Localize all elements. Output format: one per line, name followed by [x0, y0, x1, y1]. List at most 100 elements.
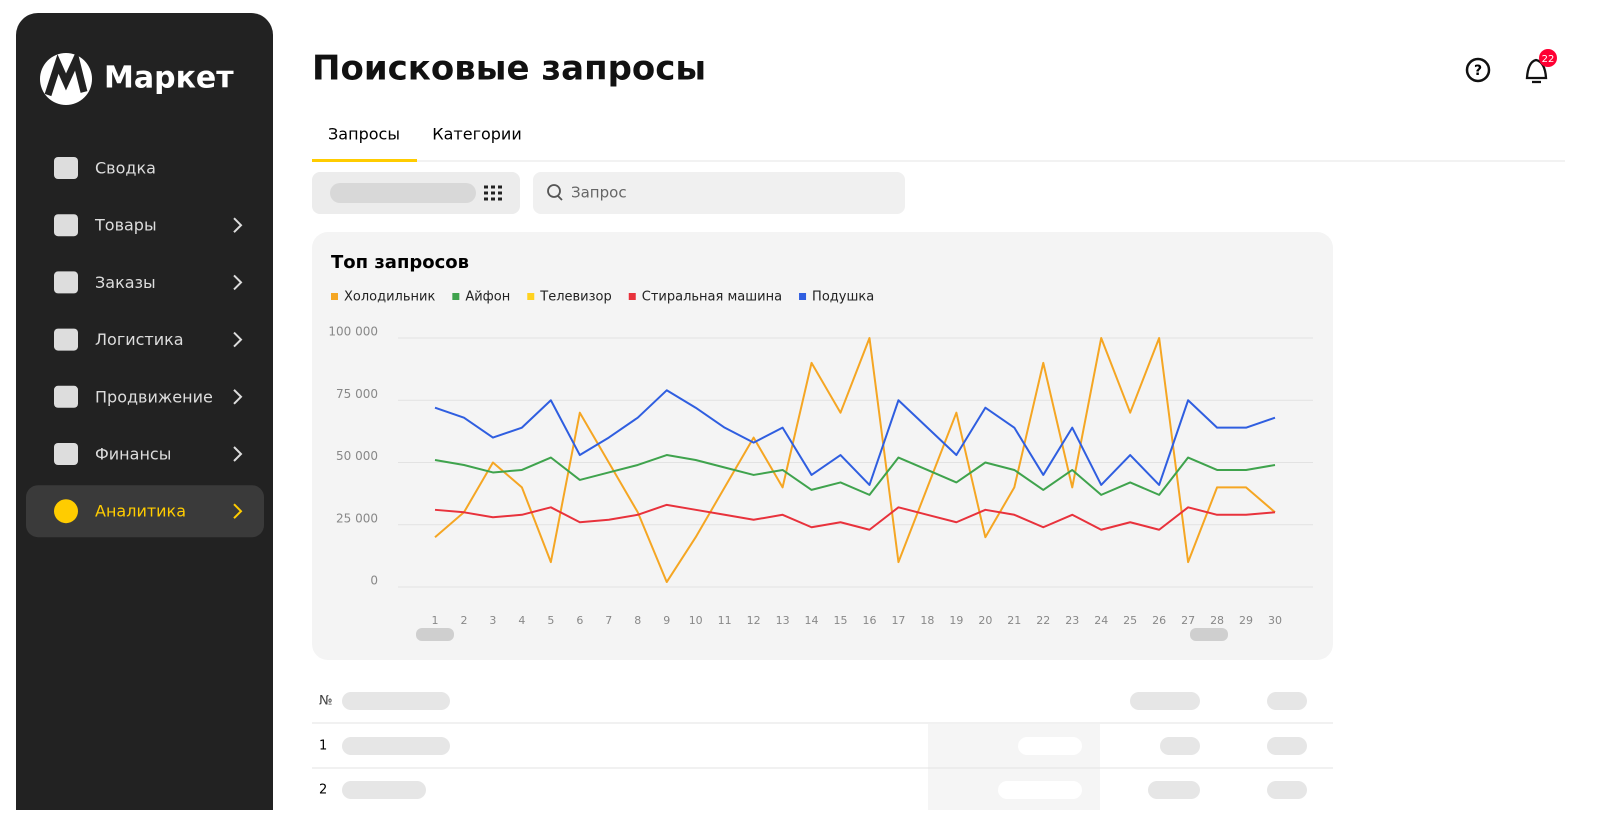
legend-label: Стиральная машина: [642, 290, 782, 305]
x-tick-label: 26: [1152, 614, 1166, 627]
skeleton: [998, 781, 1082, 799]
series-line: [434, 337, 1276, 584]
skeleton: [330, 183, 476, 203]
x-tick-label: 13: [776, 614, 790, 627]
nav-icon: [54, 443, 78, 465]
x-tick-label: 22: [1036, 614, 1050, 627]
calendar-icon: [484, 185, 502, 201]
nav-chevron: [233, 274, 243, 291]
skeleton: [1018, 737, 1082, 755]
scroll-handle[interactable]: [1190, 628, 1228, 641]
nav-item[interactable]: Финансы: [95, 445, 171, 464]
legend-marker: [452, 293, 460, 300]
x-tick-label: 9: [663, 614, 670, 627]
x-tick-label: 5: [547, 614, 554, 627]
x-tick-label: 11: [718, 614, 732, 627]
nav-icon: [54, 499, 78, 524]
x-tick-label: 14: [805, 614, 819, 627]
y-tick-label: 75 000: [336, 387, 378, 401]
nav-chevron: [233, 331, 243, 348]
row-number: 1: [319, 739, 327, 754]
legend-label: Айфон: [465, 290, 510, 305]
series-line: [434, 389, 1276, 486]
search-icon: [547, 184, 561, 198]
nav-icon: [54, 328, 78, 351]
x-tick-label: 29: [1239, 614, 1253, 627]
tab-indicator: [312, 159, 417, 162]
nav-icon: [54, 271, 78, 294]
nav-item[interactable]: Аналитика: [95, 502, 186, 521]
nav-chevron: [233, 446, 243, 462]
logo-text: Маркет: [104, 61, 234, 96]
chart-card: [312, 232, 1333, 660]
scroll-handle[interactable]: [416, 628, 454, 641]
x-tick-label: 3: [489, 614, 496, 627]
badge: [1539, 49, 1557, 67]
series-line: [434, 503, 1276, 531]
legend-marker: [527, 293, 535, 300]
x-tick-label: 7: [605, 614, 612, 627]
nav-item[interactable]: Товары: [94, 216, 157, 235]
x-tick-label: 4: [518, 614, 525, 627]
logo-mark: [44, 49, 88, 97]
legend-marker: [799, 293, 807, 300]
x-tick-label: 15: [834, 614, 848, 627]
x-tick-label: 12: [747, 614, 761, 627]
x-tick-label: 17: [891, 614, 905, 627]
nav-icon: [54, 385, 78, 408]
x-tick-label: 10: [689, 614, 703, 627]
tab[interactable]: Запросы: [328, 125, 400, 144]
series-line: [434, 454, 1276, 496]
search-box[interactable]: [533, 172, 905, 214]
x-tick-label: 6: [576, 614, 583, 627]
tab[interactable]: Категории: [432, 125, 521, 144]
x-tick-label: 16: [862, 614, 876, 627]
x-tick-label: 2: [460, 614, 467, 627]
legend-marker: [331, 293, 338, 300]
nav-chevron: [233, 217, 243, 233]
y-tick-label: 50 000: [336, 449, 378, 463]
x-tick-label: 24: [1094, 614, 1108, 627]
nav-item[interactable]: Логистика: [95, 330, 184, 349]
skeletons: [342, 692, 1307, 799]
legend-label: Холодильник: [344, 290, 435, 305]
legend-label: Подушка: [812, 290, 874, 305]
x-tick-label: 20: [978, 614, 992, 627]
chart-title: Топ запросов: [331, 252, 469, 273]
nav-active-bg: [26, 485, 264, 538]
nav-icon: [54, 157, 78, 179]
x-tick-label: 18: [920, 614, 934, 627]
nav-icon: [54, 214, 78, 237]
x-tick-label: 30: [1268, 614, 1282, 627]
x-tick-label: 19: [949, 614, 963, 627]
y-tick-label: 25 000: [336, 511, 378, 525]
y-tick-label: 100 000: [328, 325, 378, 339]
help-mark: ?: [1474, 63, 1482, 79]
page-title: Поисковые запросы: [312, 49, 706, 89]
x-tick-label: 1: [432, 614, 439, 627]
nav-item[interactable]: Сводка: [95, 159, 156, 178]
search-icon-handle: [557, 195, 563, 201]
badge-count: 22: [1542, 54, 1555, 65]
row-number: 2: [319, 783, 327, 798]
legend-label: Телевизор: [539, 290, 611, 305]
sidebar: [16, 13, 273, 810]
legend-marker: [628, 293, 636, 300]
nav-item[interactable]: Продвижение: [95, 387, 213, 406]
x-tick-label: 8: [634, 614, 641, 627]
x-tick-label: 23: [1065, 614, 1079, 627]
nav-chevron: [233, 389, 243, 405]
nav-item[interactable]: Заказы: [95, 273, 156, 292]
x-tick-label: 21: [1007, 614, 1021, 627]
table-header: №: [319, 694, 333, 709]
bell-icon[interactable]: [1525, 58, 1548, 84]
nav-chevron: [233, 503, 243, 519]
x-tick-label: 28: [1210, 614, 1224, 627]
search-placeholder: Запрос: [571, 184, 627, 202]
y-tick-label: 0: [370, 574, 378, 588]
x-tick-label: 27: [1181, 614, 1195, 627]
x-tick-label: 25: [1123, 614, 1137, 627]
sidebar-foot: [16, 780, 273, 810]
help-icon[interactable]: [1465, 57, 1491, 83]
